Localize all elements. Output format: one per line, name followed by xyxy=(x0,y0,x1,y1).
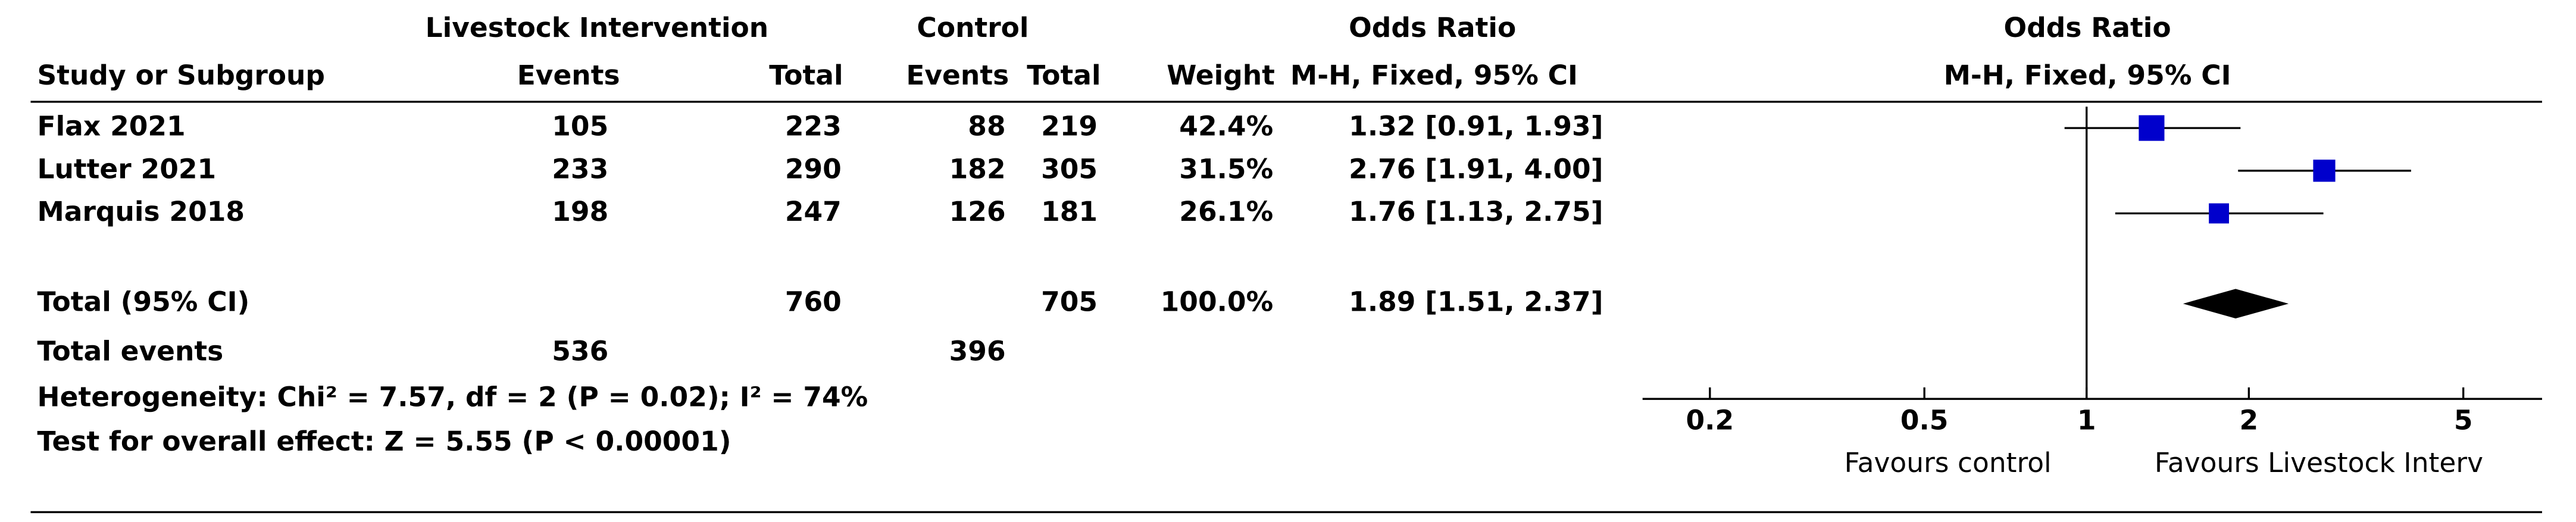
column-header: Odds Ratio xyxy=(1349,12,1516,43)
column-header: M-H, Fixed, 95% CI xyxy=(1290,60,1578,91)
total-events: 396 xyxy=(949,335,1006,367)
odds-ratio: 1.76 [1.13, 2.75] xyxy=(1349,196,1603,227)
odds-ratio: 2.76 [1.91, 4.00] xyxy=(1349,153,1603,185)
column-header: Total xyxy=(1027,60,1101,91)
favours-label: Favours control xyxy=(1845,447,2052,479)
column-header: Events xyxy=(517,60,620,91)
overall-effect: Test for overall effect: Z = 5.55 (P < 0… xyxy=(37,426,731,457)
x-tick-label: 0.2 xyxy=(1686,404,1734,436)
favours-label: Favours Livestock Interv xyxy=(2155,447,2483,479)
cell: 223 xyxy=(785,111,842,142)
column-header: M-H, Fixed, 95% CI xyxy=(1944,60,2231,91)
total-weight: 100.0% xyxy=(1161,286,1274,318)
heterogeneity: Heterogeneity: Chi² = 7.57, df = 2 (P = … xyxy=(37,382,868,413)
cell: 105 xyxy=(552,111,608,142)
cell: 198 xyxy=(552,196,608,227)
cell: 182 xyxy=(949,153,1006,185)
cell: 181 xyxy=(1041,196,1098,227)
total-or: 1.89 [1.51, 2.37] xyxy=(1349,286,1603,318)
cell: 219 xyxy=(1041,111,1098,142)
weight: 42.4% xyxy=(1179,111,1273,142)
column-header: Study or Subgroup xyxy=(37,60,325,91)
study-name: Lutter 2021 xyxy=(37,153,217,185)
x-tick-label: 2 xyxy=(2240,404,2259,436)
study-name: Flax 2021 xyxy=(37,111,186,142)
study-square xyxy=(2209,203,2229,224)
x-tick-label: 5 xyxy=(2454,404,2473,436)
total-events-label: Total events xyxy=(37,335,224,367)
cell: 126 xyxy=(949,196,1006,227)
weight: 31.5% xyxy=(1179,153,1273,185)
column-header: Total xyxy=(769,60,843,91)
x-tick-label: 1 xyxy=(2077,404,2096,436)
total-value: 705 xyxy=(1041,286,1098,318)
group-header: Livestock Intervention xyxy=(426,12,769,43)
cell: 88 xyxy=(968,111,1005,142)
odds-ratio: 1.32 [0.91, 1.93] xyxy=(1349,111,1603,142)
cell: 290 xyxy=(785,153,842,185)
total-value: 760 xyxy=(785,286,842,318)
column-header: Events xyxy=(906,60,1009,91)
cell: 305 xyxy=(1041,153,1098,185)
column-header: Weight xyxy=(1167,60,1275,91)
x-tick-label: 0.5 xyxy=(1900,404,1949,436)
cell: 233 xyxy=(552,153,608,185)
group-header: Control xyxy=(917,12,1028,43)
study-square xyxy=(2139,115,2165,141)
total-diamond xyxy=(2183,289,2289,319)
total-events: 536 xyxy=(552,335,608,367)
total-label: Total (95% CI) xyxy=(37,286,250,318)
study-square xyxy=(2313,160,2336,182)
study-name: Marquis 2018 xyxy=(37,196,245,227)
column-header: Odds Ratio xyxy=(2004,12,2171,43)
cell: 247 xyxy=(785,196,842,227)
weight: 26.1% xyxy=(1179,196,1273,227)
